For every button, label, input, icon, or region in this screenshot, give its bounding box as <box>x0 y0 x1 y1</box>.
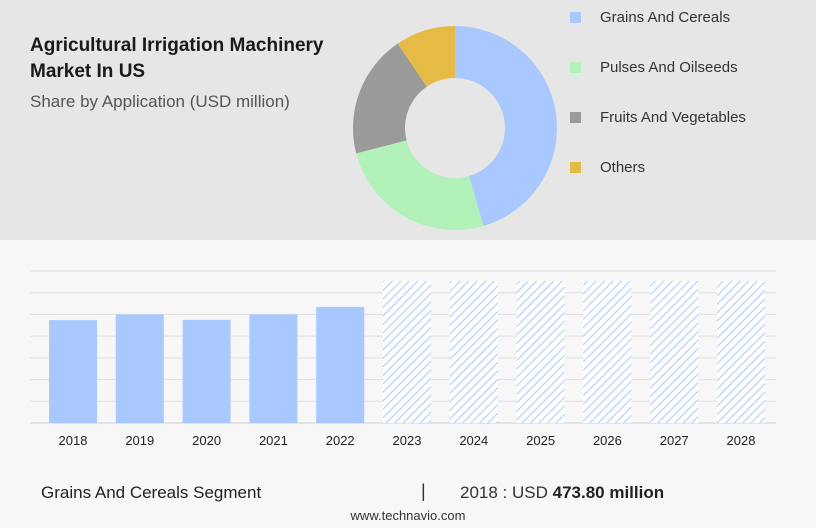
bar-2021 <box>249 314 298 423</box>
donut-chart <box>353 26 557 230</box>
x-tick-label: 2021 <box>259 433 288 448</box>
legend-label: Pulses And Oilseeds <box>600 59 738 76</box>
footer-value: 2018 : USD 473.80 million <box>460 483 664 503</box>
bar-2020 <box>182 319 231 423</box>
x-tick-label: 2019 <box>125 433 154 448</box>
footer-separator: | <box>421 481 426 501</box>
forecast-bar-2023 <box>383 281 431 423</box>
x-tick-label: 2022 <box>326 433 355 448</box>
forecast-bar-2025 <box>516 281 565 423</box>
legend-label: Fruits And Vegetables <box>600 109 746 126</box>
donut-slice-others <box>397 26 455 87</box>
forecast-bar-2024 <box>449 281 498 423</box>
chart-title: Agricultural Irrigation Machinery Market… <box>30 35 324 82</box>
legend-swatch <box>570 162 581 173</box>
footer-segment-label: Grains And Cereals Segment <box>41 483 262 502</box>
x-tick-label: 2025 <box>526 433 555 448</box>
legend-label: Others <box>600 159 646 176</box>
legend-swatch <box>570 12 581 23</box>
forecast-bar-2027 <box>650 281 699 423</box>
x-tick-label: 2023 <box>393 433 422 448</box>
donut-slice-fruits-and-vegetables <box>353 43 427 154</box>
footer-value-prefix: 2018 : USD <box>460 483 548 502</box>
x-tick-label: 2020 <box>192 433 221 448</box>
x-tick-label: 2028 <box>727 433 756 448</box>
footer-value-bold: 473.80 million <box>552 483 665 502</box>
donut-slice-grains-and-cereals <box>455 26 557 226</box>
bar-2018 <box>49 320 97 423</box>
forecast-bar-2028 <box>717 281 765 423</box>
x-tick-label: 2024 <box>459 433 488 448</box>
legend-swatch <box>570 112 581 123</box>
legend-swatch <box>570 62 581 73</box>
forecast-bar-2026 <box>583 281 632 423</box>
x-tick-label: 2027 <box>660 433 689 448</box>
site-url: www.technavio.com <box>350 508 466 523</box>
donut-slice-pulses-and-oilseeds <box>356 140 484 230</box>
chart-subtitle: Share by Application (USD million) <box>30 92 290 111</box>
bar-chart: 2018 2019 2020 2021 2022 2023 2024 2025 2026 2027… <box>30 270 776 448</box>
bar-2019 <box>115 314 164 423</box>
legend-label: Grains And Cereals <box>600 9 731 26</box>
x-tick-label: 2018 <box>59 433 88 448</box>
bar-2022 <box>316 306 365 423</box>
x-tick-label: 2026 <box>593 433 622 448</box>
